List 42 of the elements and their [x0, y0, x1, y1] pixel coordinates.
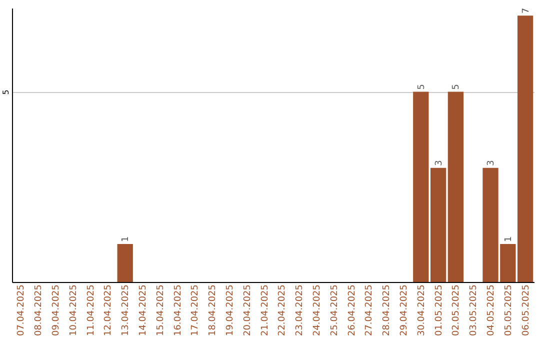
x-tick-label: 16.04.2025	[173, 284, 184, 336]
x-tick-label: 11.04.2025	[86, 284, 96, 336]
x-tick-label: 18.04.2025	[208, 284, 218, 336]
x-tick-label: 26.04.2025	[347, 284, 358, 336]
x-tick-label: 05.05.2025	[504, 284, 514, 336]
data-label: 1	[504, 236, 514, 242]
x-tick-label: 24.04.2025	[312, 284, 322, 336]
x-tick-label: 17.04.2025	[190, 284, 201, 336]
x-tick-label: 01.05.2025	[434, 284, 444, 336]
x-tick-label: 14.04.2025	[138, 284, 148, 336]
x-tick-label: 28.04.2025	[382, 284, 392, 336]
x-tick-label: 09.04.2025	[52, 284, 62, 336]
x-tick-label: 30.04.2025	[416, 284, 427, 336]
x-tick-label: 08.04.2025	[34, 284, 44, 336]
data-label: 5	[452, 84, 462, 90]
x-tick-label: 13.04.2025	[121, 284, 132, 336]
data-label: 7	[521, 8, 532, 14]
data-label: 3	[486, 160, 496, 166]
x-tick-label: 29.04.2025	[400, 284, 410, 336]
x-tick-label: 15.04.2025	[156, 284, 166, 336]
x-tick-label: 04.05.2025	[486, 284, 496, 336]
x-tick-label: 12.04.2025	[104, 284, 114, 336]
x-tick-label: 21.04.2025	[260, 284, 270, 336]
x-tick-label: 22.04.2025	[278, 284, 288, 336]
x-tick-label: 02.05.2025	[452, 284, 462, 336]
x-tick-label: 03.05.2025	[469, 284, 480, 336]
data-label: 5	[416, 84, 427, 90]
x-tick-label: 19.04.2025	[226, 284, 236, 336]
x-tick-label: 23.04.2025	[295, 284, 306, 336]
bar	[117, 244, 133, 282]
bar	[448, 92, 464, 282]
data-label: 1	[121, 236, 132, 242]
x-tick-label: 07.04.2025	[16, 284, 27, 336]
x-tick-label: 27.04.2025	[364, 284, 375, 336]
x-tick-label: 06.05.2025	[521, 284, 532, 336]
bar	[413, 92, 429, 282]
bar	[517, 16, 534, 282]
x-tick-label: 10.04.2025	[68, 284, 79, 336]
bar	[430, 168, 446, 282]
x-tick-label: 25.04.2025	[330, 284, 340, 336]
x-tick-label: 20.04.2025	[242, 284, 253, 336]
data-label: 3	[434, 160, 444, 166]
